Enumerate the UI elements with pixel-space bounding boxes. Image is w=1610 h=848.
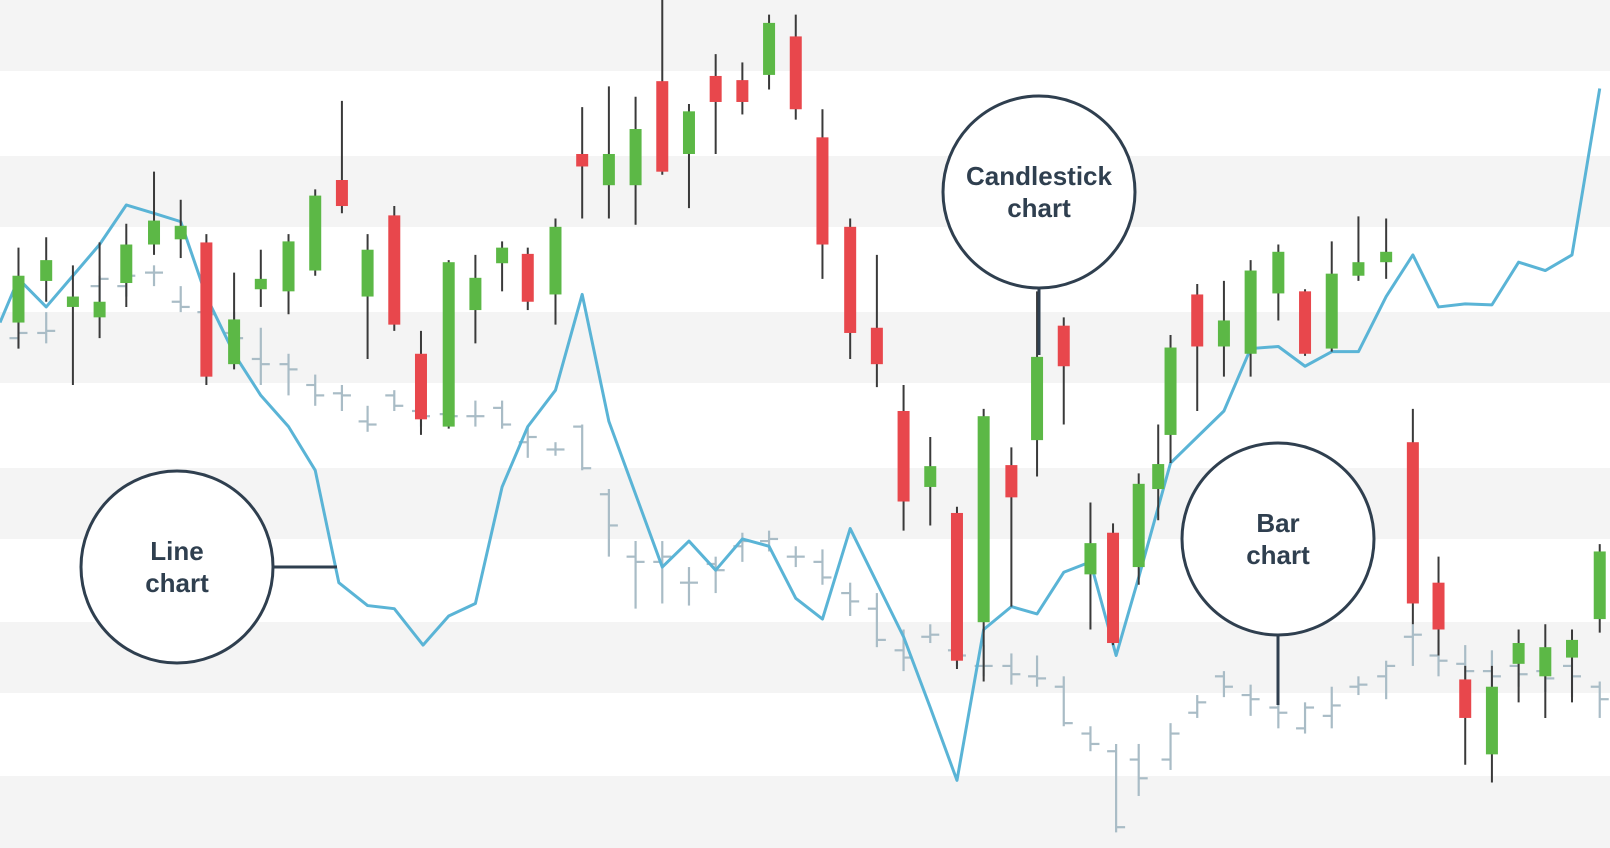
candle-body [1539,647,1552,677]
candle-body [1272,251,1285,294]
candle-body [12,275,25,323]
candle-body [1352,262,1365,276]
candle-body [1217,320,1230,347]
candle-body [816,137,829,245]
candle-body [1152,464,1165,490]
candle-body [709,75,722,102]
candle-body [602,153,615,186]
candle-body [1406,442,1419,604]
callout-label: Line chart [145,536,209,598]
background-band [0,312,1610,383]
candle-body [282,241,295,292]
candle-body [1107,532,1120,644]
candle-body [469,277,482,311]
candle-body [335,180,348,207]
candle-body [40,260,53,281]
candle-body [629,129,642,186]
candle-body [1512,643,1525,664]
callout-label: Candlestick chart [966,161,1112,223]
candle-body [1031,356,1044,441]
candle-body [763,22,776,75]
candle-body [309,195,322,271]
candle-body [414,353,427,420]
candle-body [682,111,695,154]
candle-body [496,247,509,264]
callout-circle [941,94,1137,290]
candle-body [361,249,374,297]
candle-body [1485,686,1498,755]
background-band [0,776,1610,848]
candle-body [200,242,213,377]
callout-label: Bar chart [1246,508,1310,570]
candle-body [924,466,937,487]
candle-body [870,327,883,365]
callout-circle [79,469,275,665]
candle-body [576,153,589,167]
candle-body [950,512,963,661]
candle-body [442,262,455,427]
candle-body [1005,465,1018,498]
candle-body [1244,270,1257,354]
candle-body [1459,679,1472,718]
candle-body [1566,639,1579,658]
candle-body [1432,582,1445,630]
candle-body [1164,347,1177,435]
candle-body [549,226,562,295]
candle-body [388,215,401,325]
background-band [0,622,1610,693]
candle-body [1325,273,1338,349]
candle-body [66,296,79,307]
candle-body [1084,543,1097,575]
candle-body [254,278,267,290]
candle-body [1299,291,1312,354]
candle-body [228,319,241,365]
candle-body [120,244,133,284]
line-series [0,88,1602,782]
candle-body [844,226,857,333]
candle-body [93,301,106,318]
candle-body [1057,325,1070,367]
candle-body [656,81,669,172]
candle-body [977,416,990,623]
candle-body [789,36,802,110]
candle-body [174,225,187,240]
candle-body [897,410,910,502]
candle-body [1132,483,1145,568]
background-band [0,0,1610,71]
background-band [0,156,1610,227]
candle-body [521,253,534,302]
callout-circle [1180,441,1376,637]
candle-body [1191,294,1204,347]
candle-body [148,220,161,245]
candle-body [736,80,749,102]
candle-body [1380,251,1393,263]
candle-body [1593,551,1606,620]
